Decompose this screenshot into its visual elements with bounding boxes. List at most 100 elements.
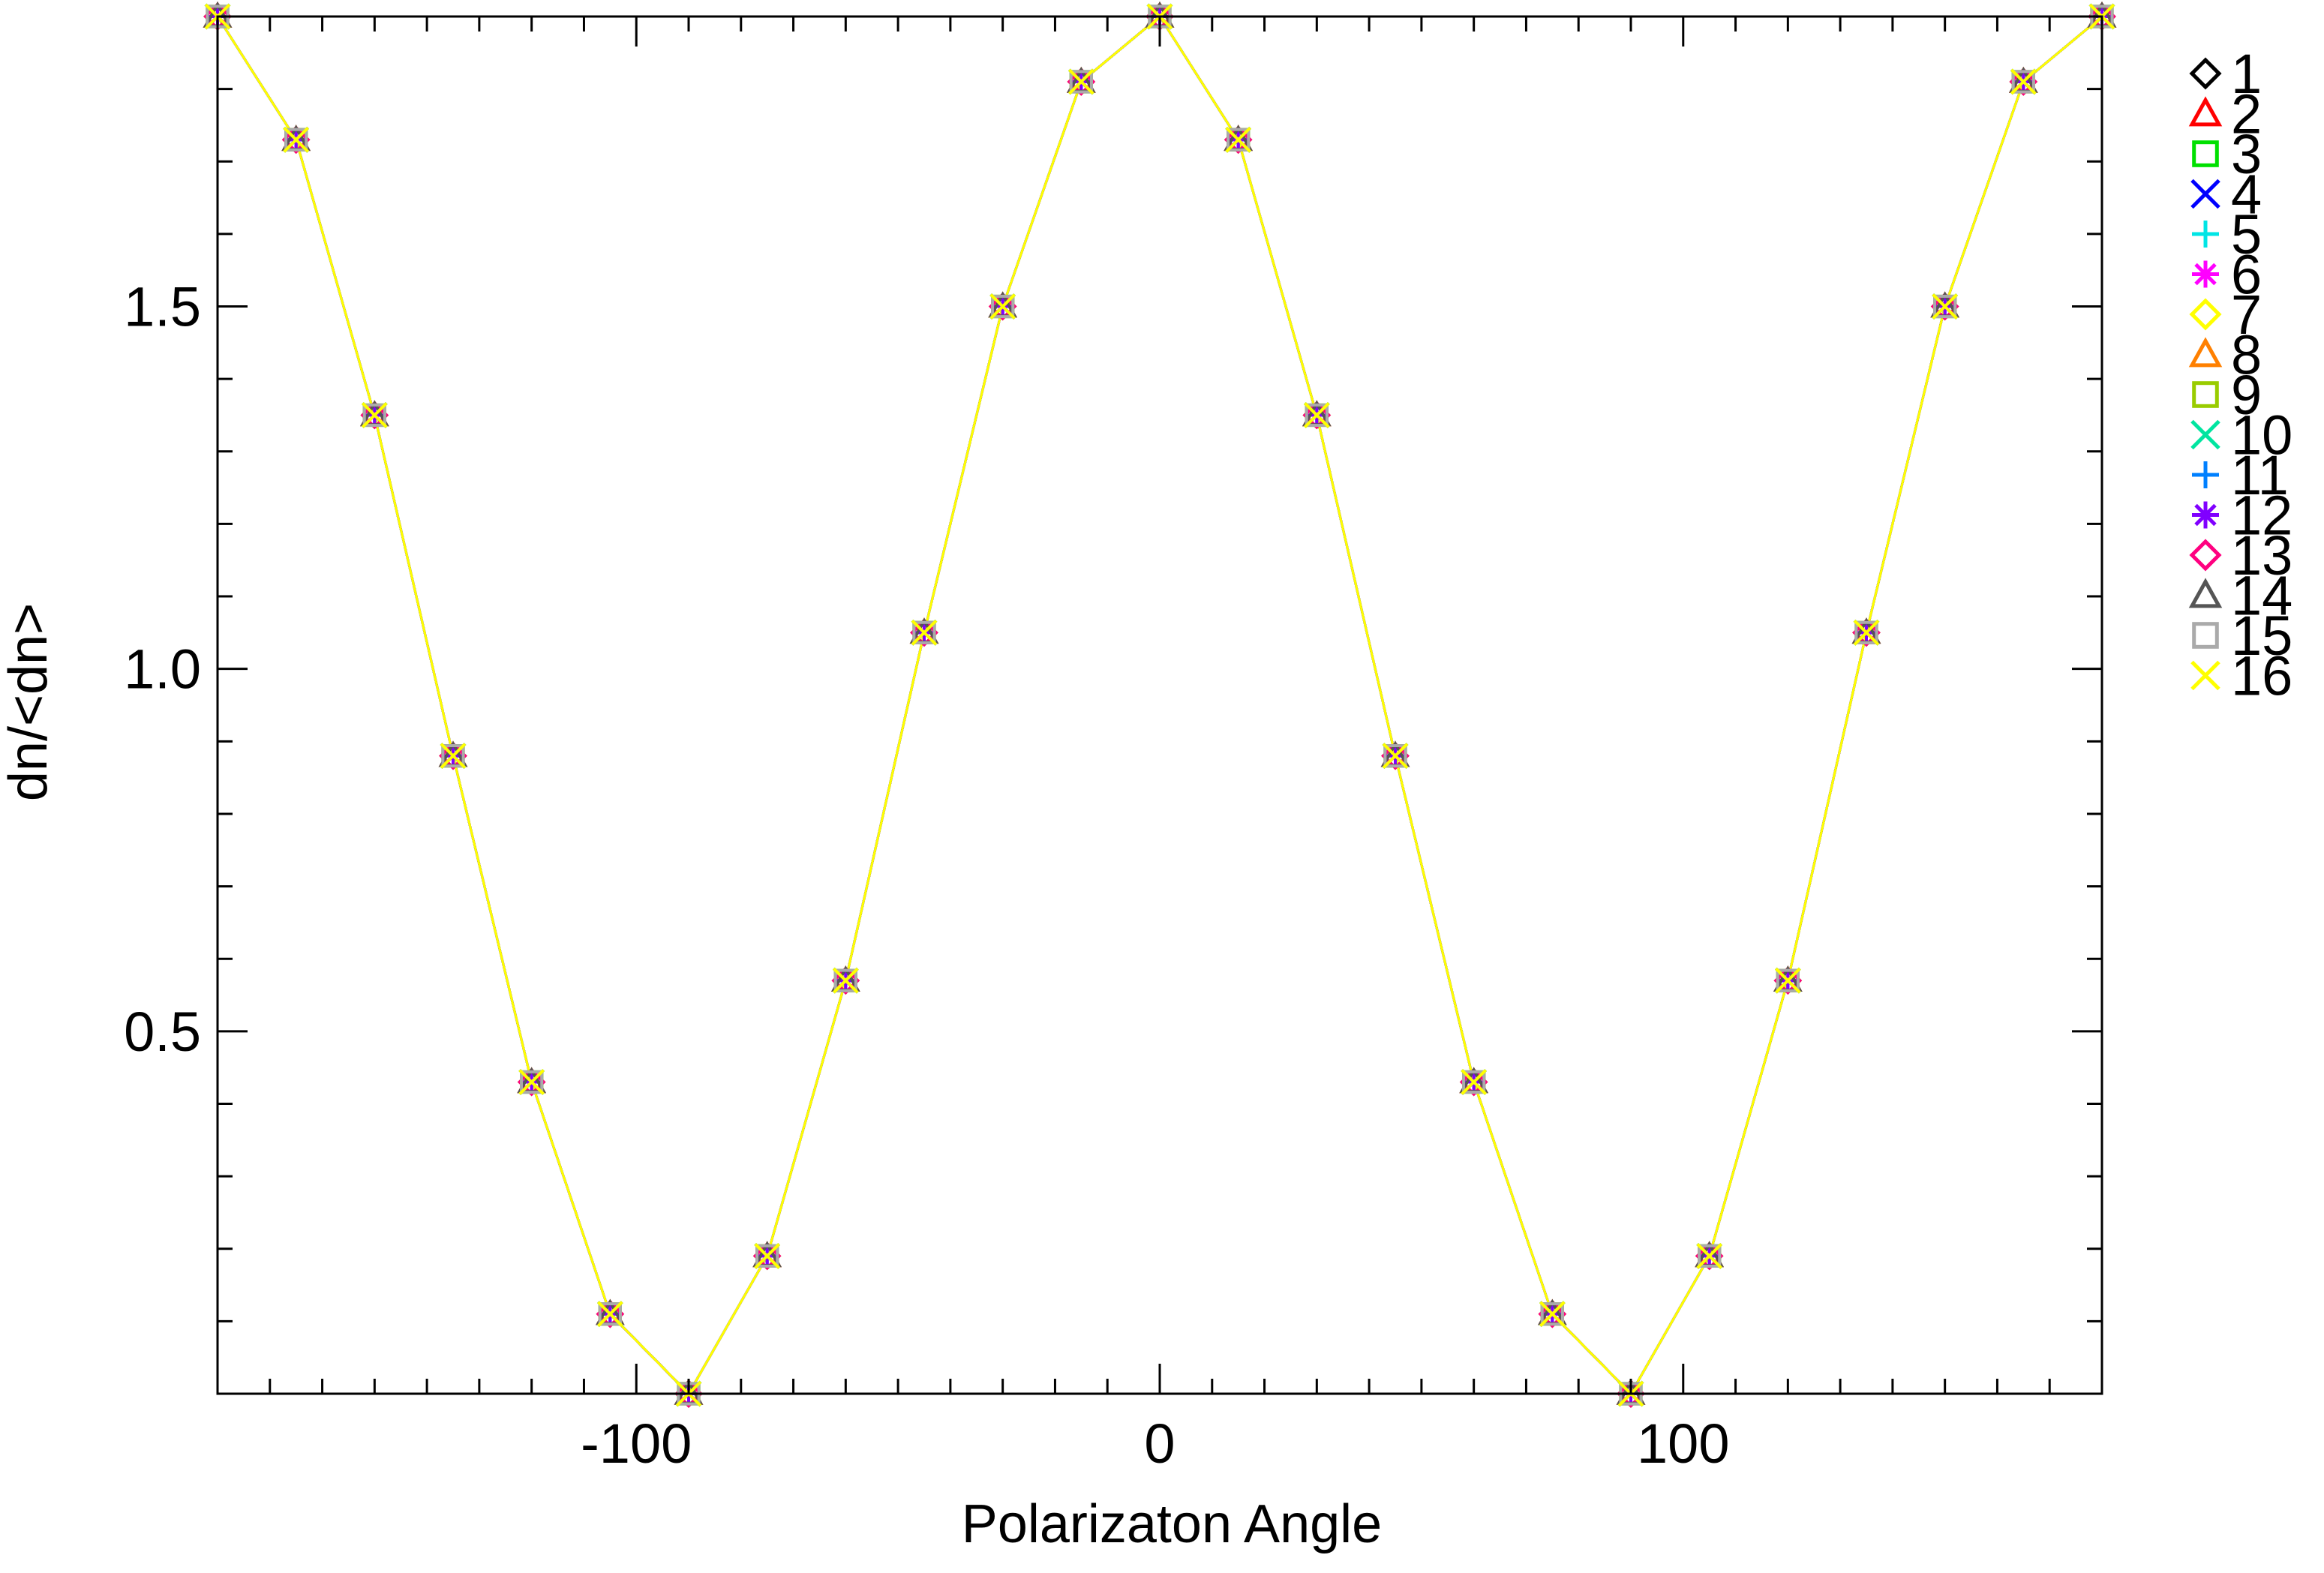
legend-item-3: 3 [2192, 123, 2262, 185]
legend-label-1: 1 [2231, 43, 2262, 105]
data-point-s16-5 [596, 1301, 623, 1328]
legend-marker-13 [2189, 539, 2222, 572]
legend-label-5: 5 [2231, 203, 2262, 266]
legend-marker-5 [2192, 221, 2219, 248]
data-point-s16-7 [754, 1242, 781, 1269]
y-tick-label: 1.0 [124, 638, 201, 701]
x-tick-label: 0 [1144, 1412, 1175, 1475]
data-point-s13-3 [439, 741, 467, 770]
legend-label-4: 4 [2231, 164, 2262, 226]
legend-marker-4 [2190, 179, 2220, 209]
legend-item-9: 9 [2192, 364, 2262, 426]
data-point-s16-21 [1853, 619, 1880, 646]
data-point-s13-17 [1538, 1299, 1567, 1328]
legend-item-8: 8 [2188, 324, 2262, 386]
data-point-s15-8 [833, 968, 857, 992]
legend-item-7: 7 [2189, 284, 2262, 346]
data-point-s13-16 [1459, 1067, 1488, 1097]
legend-label-2: 2 [2231, 83, 2262, 146]
legend-label-12: 12 [2231, 485, 2292, 547]
data-point-s16-13 [1225, 126, 1252, 153]
data-point-s13-15 [1381, 741, 1410, 770]
data-point-s13-11 [1067, 68, 1096, 96]
data-point-s13-10 [988, 292, 1017, 321]
data-point-s13-8 [831, 966, 860, 995]
x-tick-label: -100 [581, 1412, 692, 1475]
data-point-s13-6 [674, 1379, 703, 1408]
data-point-s15-9 [912, 620, 936, 644]
data-point-s16-22 [1932, 293, 1959, 320]
data-point-s16-14 [1303, 402, 1330, 428]
data-point-s16-2 [361, 402, 388, 428]
data-point-s13-9 [910, 618, 938, 647]
data-point-s16-15 [1382, 743, 1409, 770]
data-point-s15-7 [755, 1244, 779, 1268]
data-point-s15-1 [284, 128, 308, 152]
legend-item-5: 5 [2192, 203, 2262, 266]
legend-marker-16 [2190, 660, 2220, 691]
legend-marker-11 [2192, 461, 2219, 488]
y-tick-label: 0.5 [124, 1001, 201, 1063]
data-point-s16-23 [2010, 68, 2037, 95]
data-point-s16-20 [1774, 967, 1801, 994]
data-point-s15-5 [598, 1302, 622, 1326]
legend-label-6: 6 [2231, 244, 2262, 306]
data-point-s15-4 [520, 1070, 544, 1094]
legend-marker-6 [2192, 260, 2219, 288]
data-point-s15-3 [441, 744, 465, 768]
data-point-s16-8 [832, 967, 859, 994]
x-axis-label: Polarizaton Angle [962, 1494, 1382, 1554]
legend-marker-3 [2192, 140, 2219, 167]
legend-item-15: 15 [2192, 605, 2292, 667]
data-point-s15-20 [1776, 968, 1800, 992]
y-axis-label: dn/<dn> [0, 603, 59, 801]
legend-label-13: 13 [2231, 524, 2292, 587]
data-point-s16-16 [1461, 1069, 1488, 1095]
data-point-s16-19 [1696, 1242, 1723, 1269]
data-point-s13-18 [1617, 1379, 1645, 1408]
legend-marker-9 [2192, 381, 2219, 408]
legend-label-14: 14 [2231, 565, 2292, 627]
data-point-s13-4 [517, 1067, 546, 1097]
legend-marker-1 [2189, 57, 2222, 90]
legend-label-11: 11 [2231, 444, 2289, 506]
data-point-s15-16 [1462, 1070, 1486, 1094]
legend-marker-7 [2189, 298, 2222, 331]
legend-label-15: 15 [2231, 605, 2292, 667]
data-point-s15-19 [1698, 1244, 1722, 1268]
legend-marker-2 [2188, 96, 2223, 127]
data-point-s16-17 [1539, 1301, 1566, 1328]
data-point-s16-10 [989, 293, 1016, 320]
legend-marker-12 [2192, 501, 2219, 529]
data-point-s13-5 [596, 1299, 625, 1328]
data-point-s13-1 [281, 125, 311, 155]
data-point-s16-3 [440, 743, 467, 770]
legend-marker-8 [2188, 337, 2223, 368]
data-point-s15-23 [2011, 70, 2035, 94]
legend-item-12: 12 [2192, 485, 2292, 547]
legend-item-4: 4 [2190, 164, 2262, 226]
legend-item-16: 16 [2190, 645, 2292, 707]
legend-label-10: 10 [2231, 404, 2292, 467]
y-tick-label: 1.5 [124, 276, 201, 338]
data-point-s15-2 [362, 403, 386, 428]
data-point-s16-4 [518, 1069, 545, 1095]
data-point-s15-11 [1069, 70, 1093, 94]
data-point-s13-19 [1695, 1241, 1724, 1271]
x-tick-label: 100 [1637, 1412, 1729, 1475]
legend-label-3: 3 [2231, 123, 2262, 185]
data-point-s15-17 [1540, 1302, 1564, 1326]
data-point-s13-14 [1302, 401, 1332, 430]
data-point-s13-20 [1773, 966, 1803, 995]
legend-item-2: 2 [2188, 83, 2262, 146]
legend-item-11: 11 [2192, 444, 2289, 506]
legend-marker-15 [2192, 622, 2219, 649]
legend-item-10: 10 [2190, 404, 2292, 467]
legend-label-16: 16 [2231, 645, 2292, 707]
data-point-s15-21 [1854, 620, 1878, 644]
legend-item-13: 13 [2189, 524, 2292, 587]
